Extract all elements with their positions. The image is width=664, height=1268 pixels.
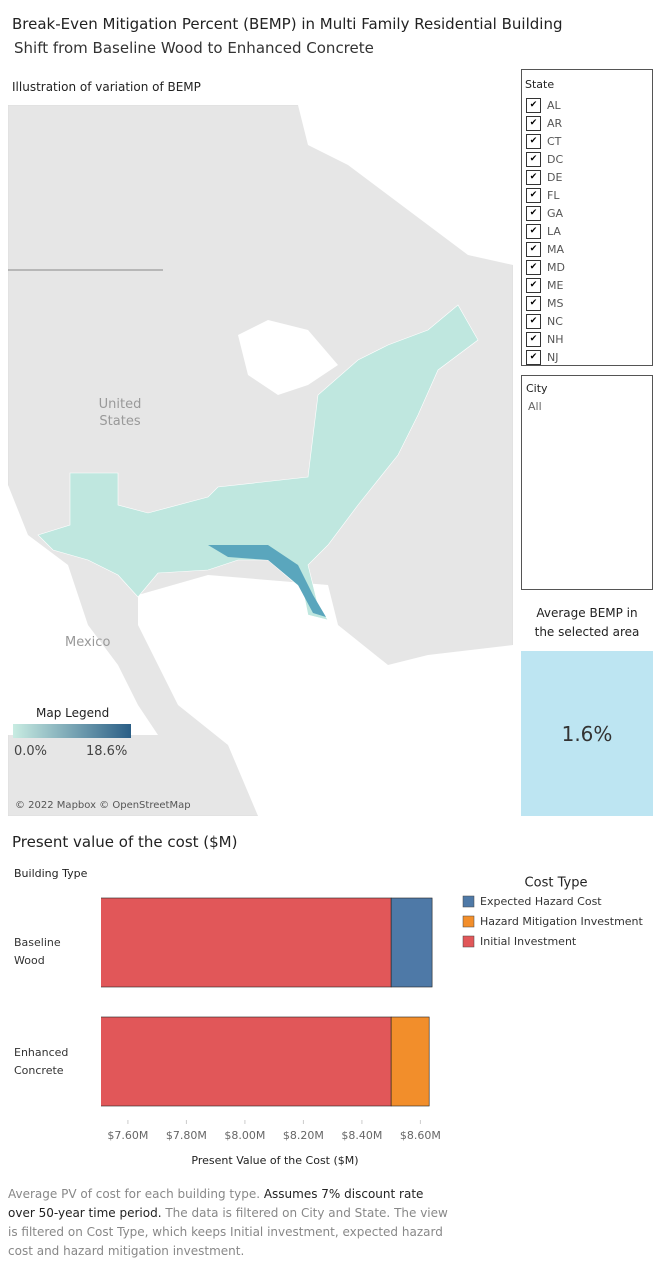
checkbox[interactable]: ✔ [526,349,541,365]
option-label: LA [547,224,561,238]
checkbox[interactable]: ✔ [526,295,541,311]
filter-option[interactable]: ✔ NH [522,330,652,348]
x-axis-title: Present Value of the Cost ($M) [191,1154,358,1167]
legend-max: 18.6% [86,744,128,759]
city-filter: City All [521,375,653,590]
option-label: MS [547,296,564,310]
checkbox[interactable]: ✔ [526,169,541,185]
checkbox[interactable]: ✔ [526,151,541,167]
legend-min: 0.0% [14,744,48,759]
option-label: NH [547,332,564,346]
option-label: NC [547,314,563,328]
pacific [8,485,158,735]
footnote-text: Assumes 7% discount rate over 50-year ti… [8,1187,424,1220]
kpi-value: 1.6% [521,651,653,816]
filter-option[interactable]: ✔ MA [522,240,652,258]
choropleth [37,304,479,621]
chart-title: Present value of the cost ($M) [12,833,238,851]
filter-title: State [525,78,555,91]
water [298,105,513,265]
option-label: GA [547,206,564,220]
legend-swatch [462,915,475,928]
y-tick-label: Baseline Wood [14,935,61,967]
option-label: NJ [547,350,559,364]
map-label: United States [98,397,142,429]
state-filter: State ✔ AL ✔ AR ✔ CT ✔ DC ✔ DE ✔ FL ✔ GA ✔ LA ✔ MA ✔ MD ✔ ME ✔… [521,69,653,366]
x-tick-label: $7.80M [166,1129,207,1142]
option-label: DE [547,170,563,184]
map-label: Mexico [65,635,111,650]
bar-segment [101,897,392,988]
filter-option[interactable]: ✔ MD [522,258,652,276]
checkbox[interactable]: ✔ [526,313,541,329]
filter-option[interactable]: ✔ LA [522,222,652,240]
footnote-text: The data is filtered on City and State. … [8,1206,448,1258]
legend-title: Cost Type [525,876,588,891]
legend-title: Map Legend [36,706,110,720]
legend-swatch [462,935,475,948]
checkbox[interactable]: ✔ [526,97,541,113]
checkbox[interactable]: ✔ [526,115,541,131]
filter-option[interactable]: ✔ ME [522,276,652,294]
filter-option[interactable]: ✔ NJ [522,348,652,366]
filter-option[interactable]: ✔ FL [522,186,652,204]
map-title: Illustration of variation of BEMP [12,80,201,94]
bar-chart: $7.60M $7.80M $8.00M $8.20M $8.40M $8.60M Pres… [101,876,644,1167]
filter-option[interactable]: ✔ AR [522,114,652,132]
choropleth-high [208,545,326,617]
option-label: MA [547,242,565,256]
bar-segment [390,897,433,988]
filter-value[interactable]: All [528,400,542,413]
x-tick-label: $8.20M [283,1129,324,1142]
x-tick-label: $8.00M [224,1129,265,1142]
y-axis-title: Building Type [14,867,88,880]
checkbox[interactable]: ✔ [526,223,541,239]
filter-option[interactable]: ✔ MS [522,294,652,312]
title: Break-Even Mitigation Percent (BEMP) in … [12,15,563,33]
filter-option[interactable]: ✔ DC [522,150,652,168]
x-tick-label: $7.60M [107,1129,148,1142]
checkbox[interactable]: ✔ [526,133,541,149]
option-label: AL [547,98,561,112]
legend-gradient [13,724,131,738]
subtitle: Shift from Baseline Wood to Enhanced Con… [14,39,374,57]
option-label: FL [547,188,560,202]
legend-label: Hazard Mitigation Investment [480,915,644,928]
map-credit: © 2022 Mapbox © OpenStreetMap [15,800,191,811]
checkbox[interactable]: ✔ [526,259,541,275]
footnote-text: Average PV of cost for each building typ… [8,1187,261,1201]
legend-label: Expected Hazard Cost [480,895,602,908]
footnote: Average PV of cost for each building typ… [8,1185,453,1261]
plot [101,897,433,1107]
option-label: DC [547,152,564,166]
filter-option[interactable]: ✔ CT [522,132,652,150]
filter-option[interactable]: ✔ NC [522,312,652,330]
kpi-label: Average BEMP in the selected area [534,606,640,639]
checkbox[interactable]: ✔ [526,331,541,347]
checkbox[interactable]: ✔ [526,205,541,221]
option-label: AR [547,116,563,130]
y-tick-label: Enhanced Concrete [14,1045,69,1077]
filter-option[interactable]: ✔ GA [522,204,652,222]
x-tick-label: $8.60M [400,1129,441,1142]
x-tick-label: $8.40M [341,1129,382,1142]
map [8,105,513,816]
option-label: CT [547,134,562,148]
gulf [138,575,513,816]
bar-segment [390,1016,430,1107]
option-label: ME [547,278,564,292]
option-list: ✔ AL ✔ AR ✔ CT ✔ DC ✔ DE ✔ FL ✔ GA ✔ LA ✔ MA ✔ MD ✔ ME ✔ MS ✔ NC ✔… [522,96,652,366]
option-label: MD [547,260,565,274]
checkbox[interactable]: ✔ [526,277,541,293]
legend-swatch [462,895,475,908]
bar-segment [101,1016,392,1107]
filter-option[interactable]: ✔ DE [522,168,652,186]
filter-option[interactable]: ✔ AL [522,96,652,114]
checkbox[interactable]: ✔ [526,241,541,257]
filter-title: City [526,382,548,395]
great-lakes [238,320,338,395]
legend-label: Initial Investment [480,935,577,948]
checkbox[interactable]: ✔ [526,187,541,203]
